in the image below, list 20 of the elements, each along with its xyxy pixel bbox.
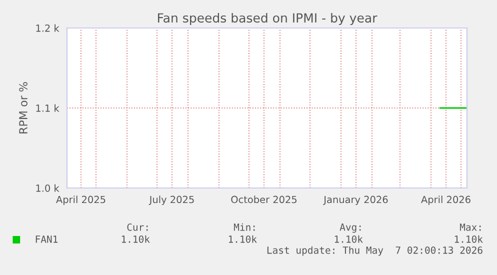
x-tick-label: April 2025 [56, 196, 106, 206]
text: Min: [234, 223, 255, 231]
y-tick-label: 1.0 k [36, 184, 60, 192]
x-tick-label: January 2026 [323, 196, 388, 206]
text: 1.10k [454, 235, 483, 243]
x-tick-label: July 2025 [148, 196, 194, 206]
text: Avg: [340, 224, 361, 233]
text: Last update: Thu May 7 02:00:13 2026 [267, 246, 482, 256]
legend-label: FAN1 [36, 236, 58, 243]
y-tick-label: 1.1 k [36, 104, 60, 112]
text: Cur: [127, 223, 148, 231]
y-axis-title: RPM or % [19, 82, 28, 134]
text: 1.10k [334, 235, 363, 243]
x-tick-label: April 2026 [421, 196, 470, 206]
text: 1.10k [122, 235, 150, 243]
y-tick-label: 1.2 k [36, 24, 60, 32]
text: 1.10k [228, 235, 257, 243]
x-tick-label: October 2025 [231, 196, 297, 204]
text: Max: [460, 224, 481, 231]
chart-title: Fan speeds based on IPMI - by year [158, 12, 378, 26]
